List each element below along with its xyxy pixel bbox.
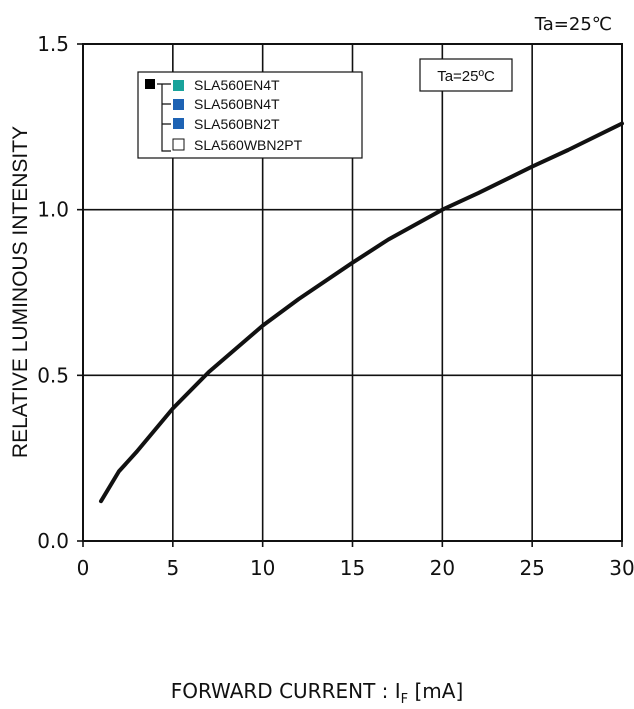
legend: SLA560EN4T SLA560BN4T SLA560BN2T SLA560W… (137, 71, 363, 159)
x-axis-title-main: FORWARD CURRENT : I (171, 679, 401, 703)
legend-label-sla560bn4t: SLA560BN4T (194, 96, 280, 112)
legend-marker-sla560wbn2pt (172, 138, 185, 151)
y-ticks: 0.0 0.5 1.0 1.5 (37, 32, 83, 553)
temperature-box-label: Ta=25ºC (437, 68, 495, 85)
x-tick-label: 0 (77, 556, 90, 580)
y-tick-label: 1.0 (37, 198, 69, 222)
x-tick-label: 5 (166, 556, 179, 580)
x-axis-title: FORWARD CURRENT : IF [mA] (171, 679, 464, 707)
legend-marker-sla560bn4t (173, 99, 184, 110)
legend-label-sla560en4t: SLA560EN4T (194, 77, 280, 93)
x-tick-label: 15 (340, 556, 365, 580)
legend-bracket (157, 83, 171, 152)
legend-marker-sla560bn2t (173, 118, 184, 129)
y-tick-label: 0.5 (37, 363, 69, 387)
x-tick-label: 20 (430, 556, 455, 580)
series-layer (99, 121, 624, 504)
x-ticks: 0 5 10 15 20 25 30 (77, 541, 634, 580)
corner-temperature-label: Ta=25℃ (534, 14, 612, 35)
y-tick-label: 0.0 (37, 529, 69, 553)
x-tick-label: 30 (609, 556, 634, 580)
legend-marker-sla560en4t (173, 80, 184, 91)
legend-label-sla560wbn2pt: SLA560WBN2PT (194, 137, 303, 153)
x-axis-title-subscript: F (401, 692, 408, 707)
x-tick-label: 10 (250, 556, 275, 580)
series-line (99, 121, 624, 504)
temperature-box (419, 58, 513, 92)
y-tick-label: 1.5 (37, 32, 69, 56)
x-axis-title-unit: [mA] (408, 679, 463, 703)
legend-shared-black-marker (145, 79, 155, 89)
y-axis-title: RELATIVE LUMINOUS INTENSITY (9, 126, 32, 458)
x-tick-label: 25 (519, 556, 544, 580)
legend-label-sla560bn2t: SLA560BN2T (194, 116, 280, 132)
